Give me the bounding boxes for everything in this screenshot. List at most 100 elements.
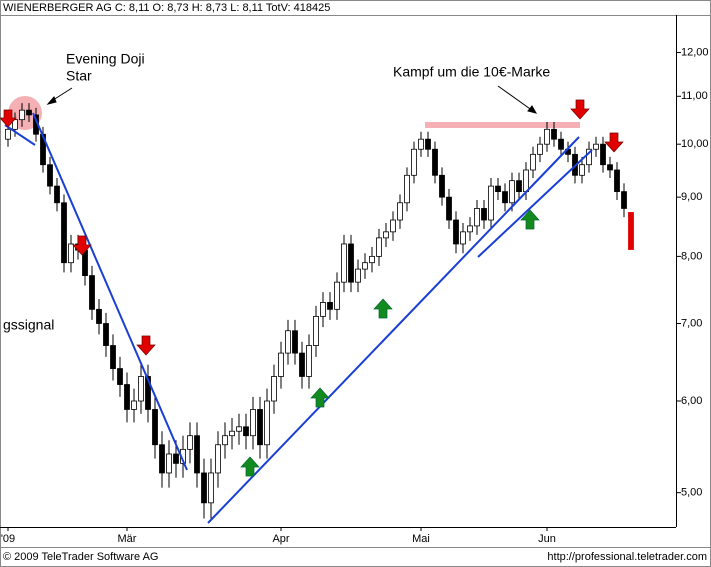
candle-body [299, 352, 305, 377]
candle-body [243, 426, 249, 437]
candle-body [96, 308, 102, 324]
candle-body [467, 225, 473, 233]
pointer-head [46, 96, 57, 105]
candle-body [187, 435, 193, 450]
down-arrow [72, 235, 92, 256]
up-arrow [310, 387, 330, 408]
buy-arrows [240, 209, 540, 477]
candle-body [145, 376, 151, 410]
candle-body [551, 128, 557, 140]
candle-body [502, 191, 508, 204]
candle-body [12, 119, 18, 130]
candle-body [558, 138, 564, 150]
candle-body [68, 243, 74, 264]
copyright: © 2009 TeleTrader Software AG [3, 551, 158, 563]
down-arrow [604, 132, 624, 153]
candle-body [26, 109, 32, 116]
candle-body [390, 219, 396, 233]
candle-body [166, 453, 172, 474]
candle-body [201, 472, 207, 504]
candle-body [138, 376, 144, 402]
x-tick-label: Jun [538, 533, 556, 545]
candle-body [600, 143, 606, 166]
candle-body [278, 352, 284, 377]
candle-body [509, 180, 515, 204]
candle-body [327, 302, 333, 310]
trend-line [32, 112, 188, 471]
candle-body [236, 426, 242, 432]
x-tick-label: '09 [1, 533, 15, 545]
candle-body [257, 409, 263, 446]
y-tick-label: 8,00 [681, 250, 702, 262]
pointer [497, 85, 534, 112]
candle-body [173, 453, 179, 464]
candle-body [446, 196, 452, 221]
candle-body [453, 219, 459, 245]
x-tick-label: Mär [118, 533, 137, 545]
y-tick-label: 7,00 [681, 317, 702, 329]
candle-body [124, 384, 130, 410]
candle-body [320, 302, 326, 317]
annotation: Evening Doji [66, 51, 145, 67]
candle-body [362, 262, 368, 270]
candle-body [439, 174, 445, 198]
up-arrow [520, 209, 540, 230]
candle-body [313, 315, 319, 346]
chart-title: WIENERBERGER AG C: 8,11 O: 8,73 H: 8,73 … [3, 2, 330, 14]
candle-body [208, 472, 214, 504]
candle-body [250, 409, 256, 437]
candle-body [530, 153, 536, 171]
candle-body [54, 185, 60, 204]
candle-body [432, 148, 438, 176]
candle-body [348, 243, 354, 283]
candle-body [621, 191, 627, 209]
candle-body [537, 143, 543, 155]
down-arrow [570, 99, 590, 120]
candle-body [194, 435, 200, 474]
annotation: gssignal [3, 317, 54, 333]
candle-body [61, 202, 67, 264]
sell-arrows [0, 99, 624, 356]
pointers [46, 85, 538, 114]
y-tick-label: 10,00 [681, 138, 709, 150]
candle-body [628, 212, 634, 250]
source: http://professional.teletrader.com [547, 551, 707, 563]
y-tick-label: 5,00 [681, 487, 702, 499]
candle-body [159, 444, 165, 474]
candle-body [516, 180, 522, 193]
x-tick-label: Mai [412, 533, 430, 545]
x-tick-label: Apr [272, 533, 289, 545]
candle-body [488, 185, 494, 221]
candle-body [103, 323, 109, 346]
candle-body [341, 243, 347, 283]
candle-body [292, 330, 298, 354]
up-arrow [240, 456, 260, 477]
candle-body [411, 148, 417, 176]
trend-line [4, 124, 36, 146]
candle-body [397, 202, 403, 221]
y-tick-label: 9,00 [681, 191, 702, 203]
candle-body [460, 231, 466, 245]
resistance-band [425, 122, 580, 128]
trend-lines [4, 112, 593, 524]
candle-body [19, 109, 25, 121]
candle-body [376, 237, 382, 257]
pointer-head [527, 105, 538, 114]
y-tick-label: 11,00 [681, 90, 708, 102]
candle-body [495, 185, 501, 193]
candle-body [334, 281, 340, 310]
candle-body [593, 143, 599, 150]
candle-body [404, 174, 410, 204]
candle-body [229, 430, 235, 437]
candle-body [131, 400, 137, 410]
candle-body [586, 148, 592, 166]
candle-body [89, 275, 95, 310]
candle-body [110, 345, 116, 369]
candle-body [579, 164, 585, 176]
annotation: Star [66, 68, 92, 84]
candle-body [222, 435, 228, 446]
trend-line [207, 136, 580, 524]
